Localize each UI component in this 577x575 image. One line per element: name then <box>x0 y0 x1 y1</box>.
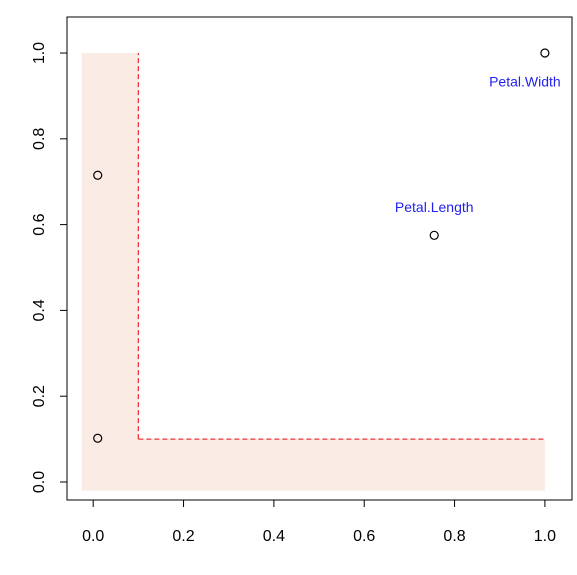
x-tick-label: 0.4 <box>263 528 285 545</box>
point <box>429 230 439 240</box>
point <box>540 48 550 58</box>
x-tick-label: 0.0 <box>82 528 104 545</box>
x-tick-label: 1.0 <box>534 528 556 545</box>
point-label: Petal.Length <box>395 199 474 215</box>
y-tick-label: 1.0 <box>31 42 48 64</box>
point <box>93 433 103 443</box>
y-tick-label: 0.8 <box>31 128 48 150</box>
y-tick-label: 0.6 <box>31 213 48 235</box>
x-tick-label: 0.6 <box>353 528 375 545</box>
y-tick-label: 0.2 <box>31 385 48 407</box>
point-label: Petal.Width <box>489 74 561 90</box>
y-tick-label: 0.4 <box>31 299 48 321</box>
x-tick-label: 0.8 <box>443 528 465 545</box>
shaded-region <box>81 53 545 491</box>
x-tick-label: 0.2 <box>172 528 194 545</box>
point <box>93 170 103 180</box>
y-tick-label: 0.0 <box>31 471 48 493</box>
